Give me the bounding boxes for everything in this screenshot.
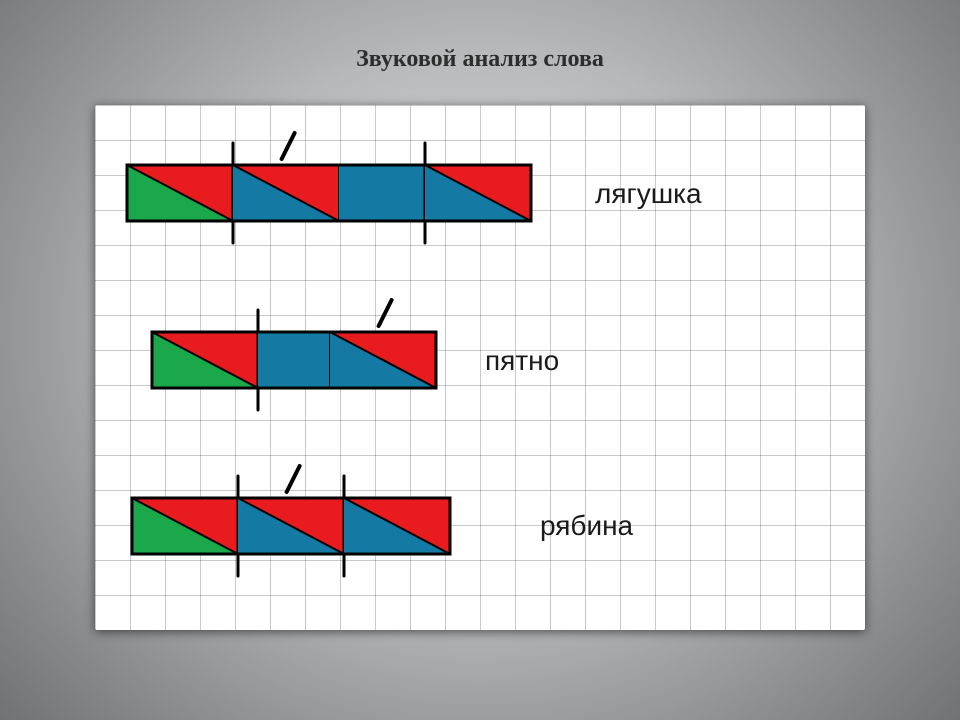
row-1-cell-1 [258, 332, 330, 388]
slide-stage: Звуковой анализ слова лягушкапятнорябина [0, 0, 960, 720]
word-label-2: рябина [540, 510, 633, 542]
word-label-1: пятно [485, 345, 559, 377]
row-0-stress [282, 133, 295, 159]
row-2-stress [287, 466, 300, 492]
word-label-0: лягушка [595, 178, 702, 210]
row-1-stress [379, 300, 392, 326]
row-0-cell-2 [339, 165, 425, 221]
diagram-svg [0, 0, 960, 720]
